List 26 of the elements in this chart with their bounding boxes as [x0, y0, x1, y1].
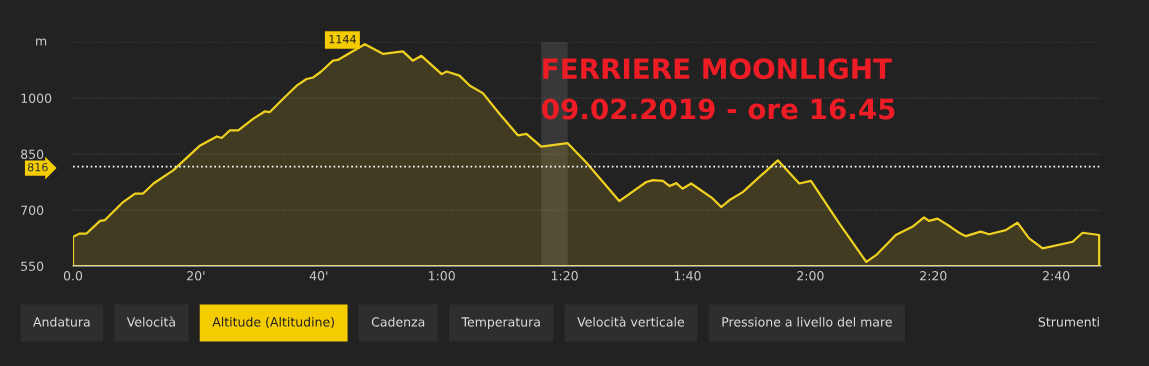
text: Velocità verticale	[577, 316, 685, 327]
x-tick-label: 20'	[187, 271, 205, 281]
x-tick-label: 2:40	[1043, 271, 1070, 281]
text: 09.02.2019 - ore 16.45	[542, 98, 895, 120]
x-tick-label: 1:40	[674, 271, 701, 281]
y-tick-label: 1000	[21, 93, 52, 103]
y-tick-label: 700	[21, 205, 44, 215]
chart-title: FERRIERE MOONLIGHT	[543, 58, 892, 80]
text: Strumenti	[1038, 316, 1099, 327]
x-tick-label: 1:00	[429, 271, 455, 281]
x-tick-label: 2:20	[920, 271, 947, 281]
text: Altitude (Altitudine)	[212, 316, 334, 329]
y-tick-label: 550	[21, 261, 44, 271]
text: Andatura	[33, 316, 90, 327]
text: Cadenza	[371, 316, 425, 327]
annotation: 1144	[329, 35, 356, 44]
x-tick-label: 1:20	[551, 271, 578, 281]
x-tick-label: 40'	[309, 271, 328, 281]
y-axis-title: m	[36, 38, 47, 46]
text: Pressione a livello del mare	[722, 316, 892, 327]
x-tick-label: 0.0	[63, 271, 83, 281]
ref-line-label: 816	[27, 162, 48, 172]
y-tick-label: 850	[21, 149, 44, 159]
x-tick-label: 2:00	[797, 271, 824, 281]
text: Temperatura	[461, 317, 540, 330]
text: Velocità	[126, 316, 175, 327]
